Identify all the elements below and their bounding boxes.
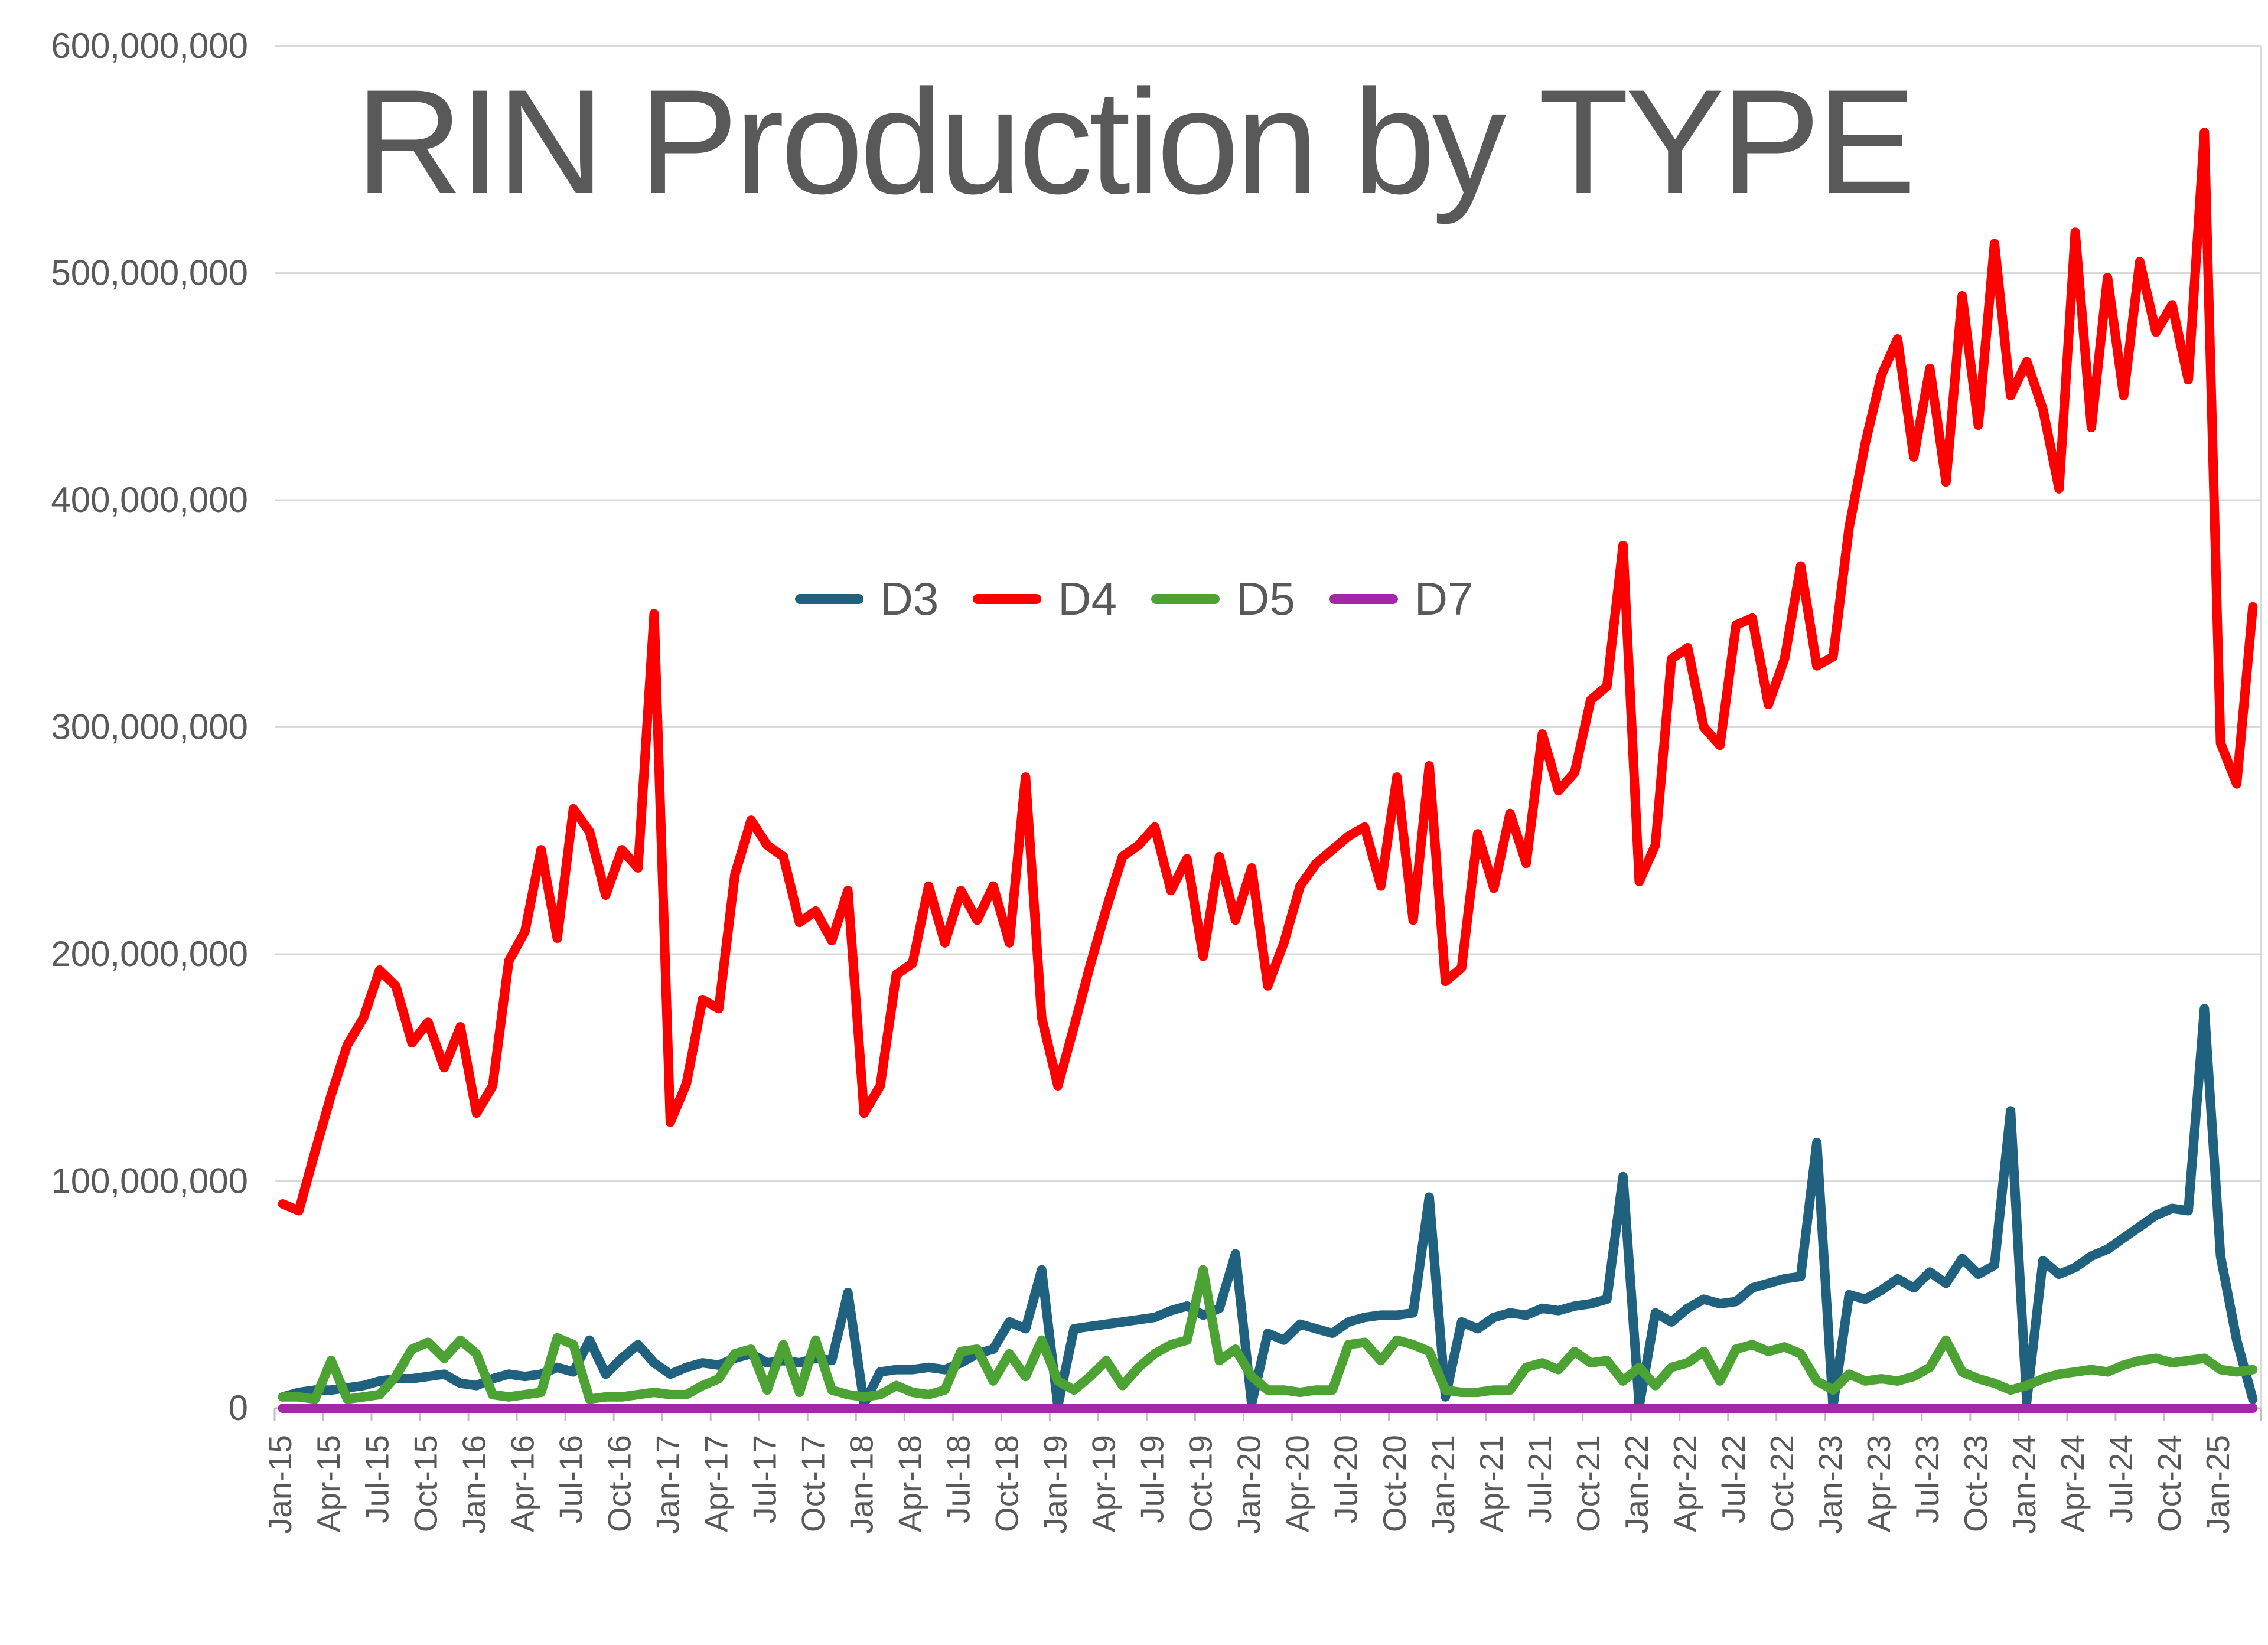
legend-label: D5 [1236,573,1295,625]
x-axis-label: Jul-16 [552,1435,589,1523]
x-axis-label: Jul-22 [1715,1435,1752,1523]
legend-swatch-d3 [794,593,863,604]
legend-item-d4[interactable]: D4 [973,576,1117,622]
legend-label: D4 [1058,573,1117,625]
x-axis-label: Oct-24 [2151,1435,2188,1532]
x-axis-label: Jan-15 [262,1435,298,1534]
x-axis-label: Jul-15 [359,1435,395,1523]
x-axis-label: Jan-20 [1231,1435,1267,1534]
x-axis-label: Jan-18 [843,1435,879,1534]
legend-label: D7 [1414,573,1474,625]
series-line-d5[interactable] [278,1265,2258,1404]
series-line-d3[interactable] [278,1004,2258,1411]
x-axis-label: Apr-23 [1860,1435,1897,1532]
x-axis-label: Apr-19 [1086,1435,1122,1532]
x-axis-label: Oct-17 [794,1435,831,1532]
x-axis-label: Jul-17 [746,1435,783,1523]
y-axis-label: 0 [229,1388,248,1428]
x-axis-label: Jul-19 [1134,1435,1171,1523]
x-axis-label: Apr-18 [892,1435,928,1532]
x-axis-label: Oct-18 [989,1435,1025,1532]
y-axis-label: 400,000,000 [51,480,248,520]
x-axis-label: Oct-21 [1570,1435,1606,1532]
x-axis-label: Jan-21 [1425,1435,1461,1534]
x-axis-label: Jul-23 [1909,1435,1946,1523]
x-axis-label: Jan-25 [2199,1435,2236,1534]
x-axis-label: Apr-24 [2054,1435,2091,1532]
legend-swatch-d5 [1151,593,1220,604]
series-line-d4[interactable] [278,128,2258,1216]
x-axis-label: Apr-17 [698,1435,734,1532]
x-axis-label: Jan-23 [1812,1435,1849,1534]
legend-label: D3 [879,573,939,625]
chart-title[interactable]: RIN Production by TYPE [355,59,1917,225]
x-axis-label: Jan-24 [2006,1435,2042,1534]
x-axis-label: Apr-20 [1279,1435,1316,1532]
x-axis-label: Jul-20 [1328,1435,1364,1523]
x-axis-label: Apr-16 [504,1435,540,1532]
x-axis-label: Jul-24 [2103,1435,2139,1523]
x-axis-label: Oct-15 [407,1435,444,1532]
legend-swatch-d4 [973,593,1042,604]
x-axis-label: Oct-19 [1182,1435,1219,1532]
y-axis-label: 500,000,000 [51,253,248,293]
x-axis-label: Apr-21 [1473,1435,1510,1532]
y-axis-label: 200,000,000 [51,934,248,974]
x-axis-label: Jul-21 [1521,1435,1558,1523]
legend-item-d5[interactable]: D5 [1151,576,1295,622]
x-axis-label: Apr-22 [1667,1435,1703,1532]
x-axis-label: Jul-18 [940,1435,977,1523]
x-axis-label: Apr-15 [310,1435,347,1532]
x-axis-label: Jan-19 [1037,1435,1074,1534]
y-axis-label: 300,000,000 [51,707,248,747]
legend-swatch-d7 [1329,593,1398,604]
y-axis-label: 100,000,000 [51,1161,248,1201]
x-axis-label: Jan-22 [1618,1435,1655,1534]
x-axis-label: Oct-20 [1376,1435,1413,1532]
legend-item-d3[interactable]: D3 [794,573,939,625]
chart-legend: D3 D4 D5 D7 [0,576,2268,622]
y-axis-label: 600,000,000 [51,26,248,66]
legend-item-d7[interactable]: D7 [1329,573,1474,625]
x-axis-label: Oct-23 [1957,1435,1994,1532]
x-axis-label: Jan-17 [649,1435,686,1534]
x-axis-label: Oct-16 [601,1435,637,1532]
x-axis-label: Jan-16 [455,1435,492,1534]
x-axis-label: Oct-22 [1764,1435,1800,1532]
